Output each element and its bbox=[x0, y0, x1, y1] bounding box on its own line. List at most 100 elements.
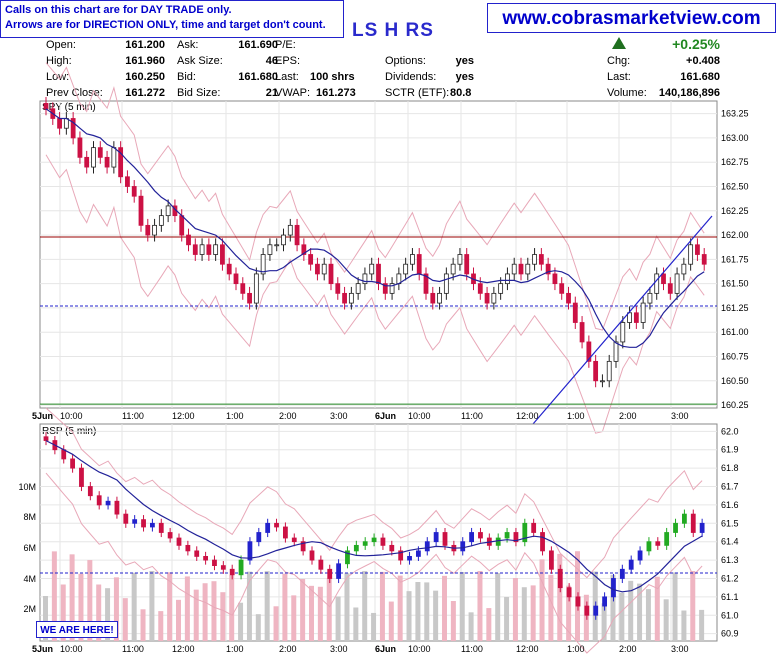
price-body bbox=[415, 550, 421, 557]
volume-bar bbox=[255, 614, 261, 641]
price-body bbox=[138, 195, 144, 226]
y-tick-label: 161.00 bbox=[721, 327, 749, 337]
y-tick-label: 61.9 bbox=[721, 445, 739, 455]
rsp-moving-average bbox=[45, 440, 703, 593]
volume-bar bbox=[406, 591, 412, 641]
we-are-here-label: WE ARE HERE! bbox=[36, 621, 118, 638]
x-tick-label: 3:00 bbox=[330, 411, 348, 421]
volume-bar bbox=[654, 576, 660, 641]
price-body bbox=[586, 341, 592, 362]
price-body bbox=[220, 565, 226, 570]
last-shares-value: 100 shrs bbox=[310, 71, 355, 83]
volume-bar bbox=[211, 581, 217, 641]
volume-bar bbox=[167, 572, 173, 641]
price-body bbox=[203, 556, 209, 561]
volume-bar bbox=[300, 578, 306, 641]
moving-average-line bbox=[45, 108, 705, 348]
ticker-symbol: LS H RS bbox=[352, 20, 434, 41]
price-body bbox=[602, 596, 607, 607]
prevclose-value: 161.272 bbox=[125, 87, 165, 99]
upper-band bbox=[45, 62, 705, 331]
price-body bbox=[291, 537, 297, 543]
day-trade-note: Calls on this chart are for DAY TRADE on… bbox=[0, 0, 344, 38]
bidsize-value: 21 bbox=[265, 87, 278, 99]
price-body bbox=[545, 263, 551, 275]
volume-bar bbox=[663, 599, 669, 641]
volume-bar bbox=[202, 583, 208, 641]
high-label: High: bbox=[46, 55, 72, 67]
rsp-volume-axis: 10M 8M 6M 4M 2M bbox=[18, 482, 36, 614]
price-body bbox=[628, 559, 634, 570]
y-tick-label: 61.0 bbox=[721, 610, 739, 620]
x-tick-label: 5Jun bbox=[32, 644, 53, 654]
y-tick-label: 162.75 bbox=[721, 157, 749, 167]
price-body bbox=[611, 578, 616, 598]
volume-bar bbox=[512, 577, 518, 641]
price-body bbox=[267, 244, 273, 255]
volume-bar bbox=[78, 573, 84, 641]
sctr-label: SCTR (ETF): bbox=[385, 87, 450, 99]
options-label: Options: bbox=[385, 55, 426, 67]
volume-bar bbox=[158, 611, 164, 641]
y-tick-label: 160.25 bbox=[721, 400, 749, 410]
price-body bbox=[96, 495, 102, 506]
volume-bar bbox=[495, 573, 501, 641]
x-tick-label: 3:00 bbox=[330, 644, 348, 654]
volume-bar bbox=[113, 577, 119, 641]
website-link[interactable]: www.cobrasmarketview.com bbox=[487, 3, 776, 33]
y-tick-label: 61.1 bbox=[721, 592, 739, 602]
x-tick-label: 10:00 bbox=[408, 411, 431, 421]
price-body bbox=[212, 559, 217, 567]
price-body bbox=[410, 254, 415, 265]
price-body bbox=[477, 283, 483, 294]
chg-label: Chg: bbox=[607, 55, 631, 67]
price-body bbox=[97, 147, 103, 158]
volume-tick-label: 2M bbox=[23, 604, 36, 614]
price-body bbox=[145, 224, 151, 236]
volume-bar bbox=[459, 571, 465, 641]
x-tick-label: 12:00 bbox=[516, 411, 539, 421]
low-value: 160.250 bbox=[125, 71, 165, 83]
price-body bbox=[469, 532, 475, 543]
upper-band bbox=[45, 407, 703, 579]
price-body bbox=[695, 244, 700, 255]
volume-bar bbox=[149, 571, 155, 641]
spy-panel-frame bbox=[39, 100, 718, 409]
price-body bbox=[105, 500, 111, 506]
price-body bbox=[342, 292, 347, 304]
x-tick-label: 2:00 bbox=[279, 411, 297, 421]
price-body bbox=[123, 513, 129, 524]
volume-bar bbox=[105, 588, 111, 641]
price-body bbox=[619, 568, 625, 579]
volume-bar bbox=[415, 581, 421, 641]
price-body bbox=[646, 541, 652, 552]
volume-bar bbox=[193, 589, 199, 641]
price-body bbox=[256, 532, 262, 543]
volume-bar bbox=[610, 574, 616, 641]
volume-bar bbox=[229, 575, 235, 641]
high-value: 161.960 bbox=[125, 55, 165, 67]
rsp-y-axis: 62.0 61.9 61.8 61.7 61.6 61.5 61.4 61.3 61.2 61.1… bbox=[721, 426, 739, 638]
x-tick-label: 12:00 bbox=[172, 411, 195, 421]
x-tick-label: 6Jun bbox=[375, 411, 396, 421]
price-body bbox=[61, 449, 67, 460]
price-body bbox=[131, 186, 137, 197]
price-body bbox=[226, 263, 232, 275]
x-tick-label: 2:00 bbox=[619, 411, 637, 421]
price-body bbox=[437, 292, 442, 304]
price-body bbox=[389, 544, 395, 552]
y-tick-label: 162.50 bbox=[721, 181, 749, 191]
spy-x-axis: 5Jun 10:00 11:00 12:00 1:00 2:00 3:00 6Jun 10:00… bbox=[32, 411, 689, 421]
price-body bbox=[511, 263, 517, 275]
volume-bar bbox=[548, 574, 554, 641]
price-body bbox=[321, 263, 327, 275]
volume-bar bbox=[87, 560, 93, 641]
y-tick-label: 61.8 bbox=[721, 463, 739, 473]
price-body bbox=[654, 273, 660, 294]
note-line-2: Arrows are for DIRECTION ONLY, time and … bbox=[5, 19, 326, 31]
price-body bbox=[701, 254, 707, 265]
volume-bar bbox=[468, 612, 474, 641]
price-body bbox=[382, 283, 388, 294]
price-body bbox=[43, 102, 49, 110]
